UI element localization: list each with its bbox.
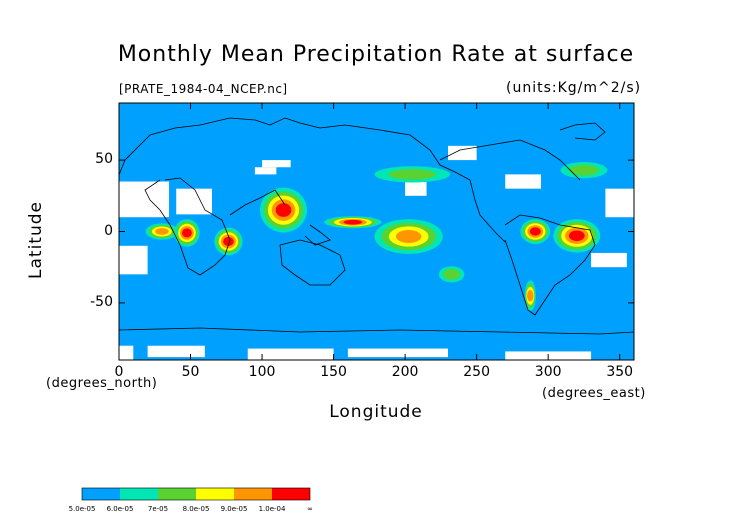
y-tick-label: 50 <box>95 151 113 168</box>
y-axis-label: Latitude <box>26 201 46 279</box>
missing-data-block <box>591 252 627 268</box>
missing-data-block <box>262 160 291 168</box>
missing-data-block <box>605 188 634 218</box>
precip-contour <box>527 289 534 302</box>
precip-contour <box>388 169 436 180</box>
units-label: (units:Kg/m^2/s) <box>506 80 642 96</box>
y-axis-units: (degrees_north) <box>46 376 158 391</box>
precip-contour <box>568 230 585 242</box>
x-tick-label: 300 <box>534 364 562 380</box>
axis-ticks <box>118 103 634 360</box>
file-label: [PRATE_1984-04_NCEP.nc] <box>119 82 288 96</box>
precip-contour <box>223 236 234 246</box>
coastline <box>439 139 581 181</box>
coastline <box>118 327 635 335</box>
x-axis-label: Longitude <box>329 402 423 422</box>
x-tick-label: 150 <box>320 364 347 380</box>
x-tick-label: 200 <box>391 364 419 380</box>
colorbar-tick-label: 5.0e-05 <box>68 505 96 513</box>
missing-data-block <box>119 245 148 275</box>
precip-contour <box>529 227 541 236</box>
x-tick-label: 0 <box>114 364 124 380</box>
precipitation-layer <box>145 161 608 312</box>
chart-title: Monthly Mean Precipitation Rate at surfa… <box>117 42 635 67</box>
precip-contour <box>155 228 169 235</box>
colorbar-swatch <box>158 488 196 500</box>
missing-data-block <box>505 174 542 189</box>
colorbar-frame <box>81 487 311 501</box>
precip-contour <box>395 230 422 243</box>
coastline <box>504 214 596 316</box>
missing-data-block <box>247 348 334 360</box>
missing-data-block <box>119 345 134 360</box>
precip-contour <box>443 269 461 280</box>
colorbar-tick-label: 6.0e-05 <box>106 505 134 513</box>
precip-contour <box>569 164 599 176</box>
x-tick-label: 250 <box>463 364 490 380</box>
missing-data-block <box>147 345 205 358</box>
coastline <box>144 177 231 276</box>
coastline <box>559 122 606 141</box>
y-tick-label: -50 <box>90 293 113 310</box>
missing-data-block <box>254 167 277 175</box>
x-tick-label: 350 <box>606 364 634 380</box>
colorbar-swatch <box>82 488 120 500</box>
missing-data-block <box>347 348 449 358</box>
coastline <box>279 239 346 286</box>
colorbar-swatch <box>196 488 234 500</box>
colorbar-tick-label: 1.0e-04 <box>258 505 286 513</box>
precip-contour <box>343 219 363 225</box>
missing-data-block <box>405 181 427 196</box>
x-tick-label: 50 <box>181 364 200 380</box>
colorbar-swatch <box>234 488 272 500</box>
missing-data-layer <box>119 145 634 360</box>
colorbar-tick-label: ∞ <box>307 505 313 513</box>
y-tick-label: 0 <box>104 222 113 239</box>
precip-contour <box>275 203 292 217</box>
missing-data-block <box>176 188 212 215</box>
coastline <box>149 117 506 243</box>
coastline-outlines <box>118 117 635 335</box>
coastline <box>304 224 331 246</box>
colorbar-tick-label: 8.0e-05 <box>182 505 210 513</box>
colorbar-tick-label: 7e-05 <box>147 505 169 513</box>
colorbar-swatch <box>272 488 310 500</box>
precip-contour <box>182 228 192 238</box>
coastline <box>229 189 286 216</box>
missing-data-block <box>448 145 477 161</box>
colorbar-swatch <box>120 488 158 500</box>
colorbar-tick-label: 9.0e-05 <box>220 505 248 513</box>
colorbar <box>81 487 311 501</box>
x-axis-units: (degrees_east) <box>542 386 646 401</box>
coastline <box>118 134 151 176</box>
x-tick-label: 100 <box>248 364 276 380</box>
